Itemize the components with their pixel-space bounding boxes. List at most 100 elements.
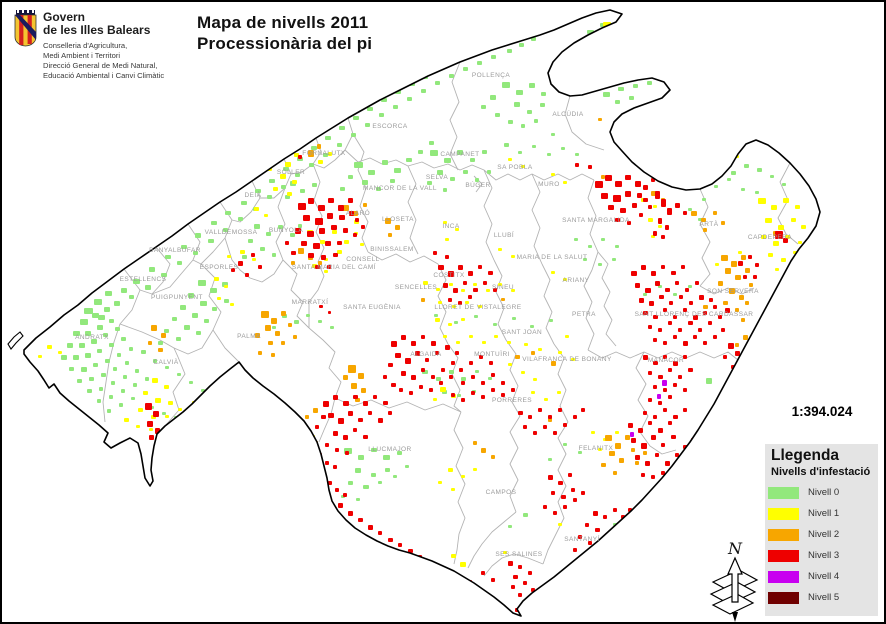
infestation-patch-nivell-0 (117, 353, 121, 357)
infestation-patch-nivell-3 (605, 175, 612, 181)
org-dept-line: Direcció General de Medi Natural, (43, 61, 158, 70)
infestation-patch-nivell-3 (695, 281, 699, 285)
infestation-patch-nivell-3 (645, 288, 651, 293)
infestation-patch-nivell-3 (655, 281, 660, 286)
infestation-patch-nivell-3 (567, 583, 571, 587)
infestation-patch-nivell-0 (475, 178, 479, 182)
infestation-patch-nivell-3 (493, 288, 497, 292)
infestation-patch-nivell-3 (488, 271, 493, 275)
infestation-patch-nivell-1 (473, 468, 477, 471)
north-arrow-tail (732, 612, 738, 622)
infestation-patch-nivell-3 (543, 425, 547, 429)
municipality-label: BÚGER (465, 180, 490, 189)
infestation-patch-nivell-3 (353, 428, 357, 432)
infestation-patch-nivell-3 (641, 443, 647, 449)
infestation-patch-nivell-0 (457, 394, 461, 397)
infestation-patch-nivell-2 (473, 441, 477, 445)
infestation-patch-nivell-3 (363, 538, 367, 542)
infestation-patch-nivell-0 (85, 331, 91, 336)
infestation-patch-nivell-1 (440, 387, 446, 392)
infestation-patch-nivell-3 (343, 435, 348, 440)
municipality-label: BUNYOLA (269, 227, 303, 234)
legend-swatch (768, 507, 799, 520)
infestation-patch-nivell-3 (627, 221, 631, 225)
infestation-patch-nivell-0 (294, 320, 299, 324)
infestation-patch-nivell-3 (663, 498, 668, 503)
infestation-patch-nivell-3 (411, 375, 416, 380)
infestation-patch-nivell-1 (775, 268, 779, 271)
infestation-patch-nivell-3 (639, 523, 643, 527)
infestation-patch-nivell-0 (149, 267, 155, 272)
infestation-patch-nivell-0 (105, 359, 110, 363)
municipality-label: CALVIÀ (153, 357, 179, 366)
infestation-patch-nivell-2 (601, 175, 605, 179)
infestation-patch-nivell-2 (265, 325, 271, 331)
infestation-patch-nivell-3 (348, 198, 353, 203)
infestation-patch-nivell-3 (613, 195, 621, 202)
infestation-patch-nivell-3 (431, 341, 436, 346)
infestation-patch-nivell-2 (731, 261, 737, 267)
infestation-patch-nivell-3 (637, 193, 642, 198)
infestation-patch-nivell-3 (653, 385, 657, 389)
infestation-patch-nivell-0 (429, 141, 434, 145)
municipality-label: PORRERES (492, 397, 532, 404)
infestation-patch-nivell-3 (632, 203, 637, 208)
infestation-patch-nivell-2 (741, 318, 745, 322)
infestation-patch-nivell-0 (527, 110, 532, 114)
infestation-patch-nivell-3 (663, 408, 667, 412)
infestation-patch-nivell-0 (371, 473, 376, 477)
infestation-patch-nivell-2 (615, 443, 621, 449)
infestation-patch-nivell-3 (735, 351, 740, 356)
municipality-label: BANYALBUFAR (149, 247, 201, 254)
infestation-patch-nivell-0 (107, 409, 111, 413)
infestation-patch-nivell-3 (661, 471, 665, 475)
infestation-patch-nivell-2 (721, 221, 725, 225)
infestation-patch-nivell-3 (713, 305, 717, 309)
infestation-patch-nivell-0 (145, 377, 149, 381)
infestation-patch-nivell-0 (111, 381, 115, 385)
infestation-patch-nivell-2 (735, 343, 739, 347)
infestation-patch-nivell-3 (398, 543, 402, 547)
infestation-patch-nivell-0 (198, 280, 206, 286)
infestation-patch-nivell-3 (688, 321, 693, 325)
infestation-patch-nivell-1 (136, 425, 140, 428)
infestation-patch-nivell-3 (518, 411, 523, 415)
infestation-patch-nivell-0 (103, 333, 108, 337)
infestation-patch-nivell-3 (683, 308, 687, 312)
island-fill (24, 10, 820, 616)
infestation-patch-nivell-0 (598, 263, 602, 266)
infestation-patch-nivell-3 (358, 418, 363, 422)
infestation-patch-nivell-0 (141, 350, 146, 354)
infestation-patch-nivell-1 (438, 481, 442, 484)
infestation-patch-nivell-0 (339, 126, 345, 130)
municipality-label: ANDRATX (75, 334, 109, 341)
infestation-patch-nivell-3 (755, 263, 759, 267)
infestation-patch-nivell-0 (618, 87, 624, 91)
infestation-patch-nivell-0 (165, 366, 169, 369)
infestation-patch-nivell-0 (193, 251, 198, 255)
infestation-patch-nivell-1 (149, 428, 153, 431)
municipality-label: CONSELL (346, 256, 380, 263)
infestation-patch-nivell-0 (101, 373, 106, 377)
infestation-patch-nivell-3 (671, 491, 675, 495)
municipality-label: SES SALINES (495, 551, 542, 558)
municipality-label: LLUBÍ (494, 230, 514, 239)
infestation-patch-nivell-3 (458, 301, 462, 305)
infestation-patch-nivell-0 (519, 43, 524, 47)
infestation-patch-nivell-3 (685, 288, 689, 292)
infestation-patch-nivell-2 (281, 311, 286, 316)
infestation-patch-nivell-0 (418, 150, 423, 154)
infestation-patch-nivell-3 (333, 515, 337, 519)
infestation-patch-nivell-2 (358, 373, 364, 379)
infestation-patch-nivell-0 (551, 133, 555, 136)
infestation-patch-nivell-3 (471, 391, 475, 395)
infestation-patch-nivell-3 (655, 191, 660, 199)
municipality-label: SENCELLES (395, 284, 438, 291)
infestation-patch-nivell-3 (683, 408, 687, 412)
infestation-patch-nivell-0 (495, 43, 500, 47)
infestation-patch-nivell-0 (162, 412, 166, 415)
infestation-patch-nivell-3 (491, 373, 495, 377)
infestation-patch-nivell-2 (703, 228, 707, 232)
legend-title: Llegenda (771, 447, 840, 464)
